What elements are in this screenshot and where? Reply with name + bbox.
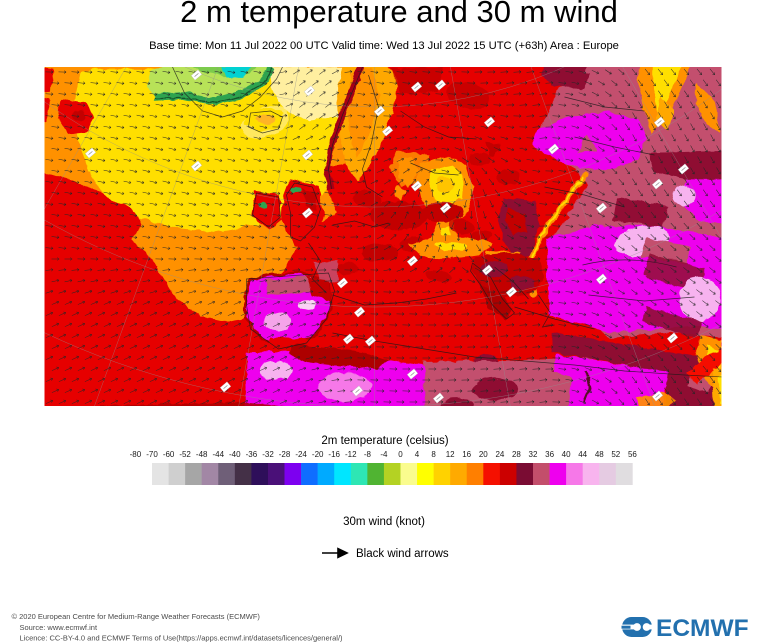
svg-text:0: 0 bbox=[398, 450, 403, 459]
svg-text:52: 52 bbox=[611, 450, 620, 459]
svg-text:2m temperature (celsius): 2m temperature (celsius) bbox=[321, 435, 448, 447]
svg-text:Licence: CC-BY-4.0 and ECMWF T: Licence: CC-BY-4.0 and ECMWF Terms of Us… bbox=[20, 634, 344, 642]
svg-text:-28: -28 bbox=[279, 450, 291, 459]
svg-text:12: 12 bbox=[446, 450, 455, 459]
svg-text:8: 8 bbox=[431, 450, 436, 459]
svg-text:48: 48 bbox=[595, 450, 604, 459]
svg-text:28: 28 bbox=[512, 450, 521, 459]
svg-text:20: 20 bbox=[479, 450, 488, 459]
svg-text:44: 44 bbox=[578, 450, 587, 459]
svg-text:24: 24 bbox=[495, 450, 504, 459]
svg-text:32: 32 bbox=[529, 450, 538, 459]
svg-text:-80: -80 bbox=[130, 450, 142, 459]
svg-text:Source: www.ecmwf.int: Source: www.ecmwf.int bbox=[20, 623, 98, 632]
svg-text:-70: -70 bbox=[146, 450, 158, 459]
svg-text:-60: -60 bbox=[163, 450, 175, 459]
svg-text:Black wind arrows: Black wind arrows bbox=[356, 548, 449, 560]
svg-text:36: 36 bbox=[545, 450, 554, 459]
svg-text:-16: -16 bbox=[328, 450, 340, 459]
svg-text:-36: -36 bbox=[246, 450, 258, 459]
svg-text:-8: -8 bbox=[364, 450, 372, 459]
svg-text:16: 16 bbox=[462, 450, 471, 459]
svg-text:40: 40 bbox=[562, 450, 571, 459]
svg-text:ECMWF: ECMWF bbox=[656, 615, 749, 642]
svg-text:-12: -12 bbox=[345, 450, 357, 459]
svg-text:-52: -52 bbox=[179, 450, 191, 459]
svg-text:-32: -32 bbox=[262, 450, 274, 459]
svg-text:-4: -4 bbox=[380, 450, 388, 459]
svg-text:-40: -40 bbox=[229, 450, 241, 459]
svg-text:30m wind (knot): 30m wind (knot) bbox=[343, 516, 425, 528]
svg-text:4: 4 bbox=[415, 450, 420, 459]
svg-text:© 2020 European Centre for Med: © 2020 European Centre for Medium-Range … bbox=[12, 612, 261, 621]
svg-text:56: 56 bbox=[628, 450, 637, 459]
svg-text:-44: -44 bbox=[213, 450, 225, 459]
svg-text:-20: -20 bbox=[312, 450, 324, 459]
svg-text:-48: -48 bbox=[196, 450, 208, 459]
svg-text:-24: -24 bbox=[295, 450, 307, 459]
